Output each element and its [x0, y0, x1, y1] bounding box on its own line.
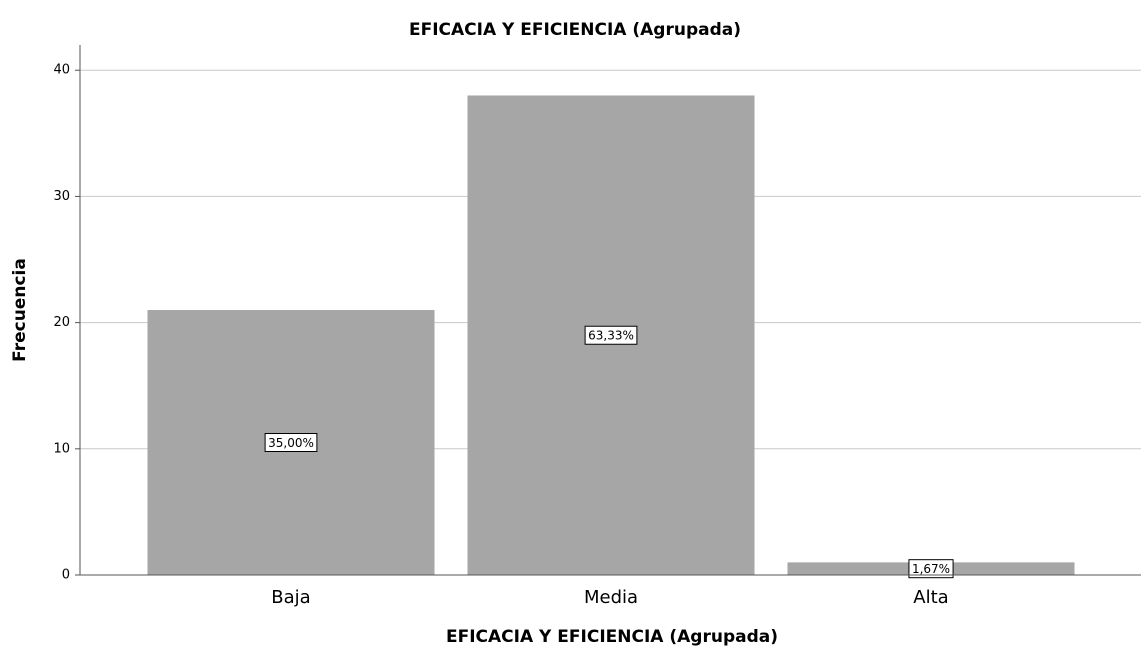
x-tick-label: Baja [271, 587, 310, 608]
data-label-box [908, 559, 954, 579]
data-label: 35,00% [268, 436, 314, 450]
data-label-box [264, 433, 318, 452]
chart-title: EFICACIA Y EFICIENCIA (Agrupada) [409, 20, 741, 40]
y-tick-label: 40 [53, 63, 70, 78]
x-axis-title: EFICACIA Y EFICIENCIA (Agrupada) [446, 627, 778, 647]
data-label-box [584, 325, 638, 345]
data-label: 1,67% [912, 562, 950, 576]
y-tick-label: 30 [53, 189, 70, 204]
y-tick-label: 10 [53, 441, 70, 456]
y-tick-label: 20 [53, 315, 70, 330]
y-axis-title: Frecuencia [10, 258, 30, 362]
data-label: 63,33% [588, 329, 634, 343]
x-tick-label: Media [584, 587, 638, 608]
x-tick-label: Alta [913, 587, 948, 608]
y-tick-label: 0 [62, 568, 70, 583]
